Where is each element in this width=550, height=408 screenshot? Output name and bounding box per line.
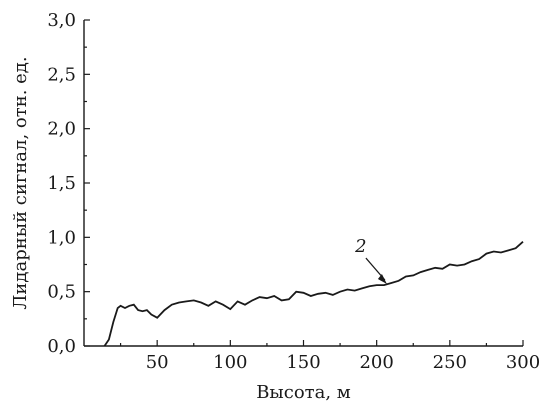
y-tick-label: 1,0: [47, 227, 76, 248]
annotations-group: 2: [354, 236, 387, 285]
x-tick-label: 250: [433, 352, 467, 373]
y-tick-label: 0,5: [47, 282, 76, 303]
x-tick-label: 200: [359, 352, 393, 373]
y-tick-label: 2,5: [47, 64, 76, 85]
y-axis-title: Лидарный сигнал, отн. ед.: [10, 56, 31, 309]
y-tick-label: 3,0: [47, 10, 76, 31]
x-tick-label: 50: [146, 352, 169, 373]
series-line-2: [103, 241, 524, 347]
y-tick-label: 2,0: [47, 119, 76, 140]
x-axis-title: Высота, м: [256, 382, 351, 403]
x-ticks-group: 50 100 150 200 250 300: [119, 340, 540, 373]
x-tick-label: 300: [506, 352, 540, 373]
series-label-2: 2: [354, 236, 366, 257]
annotation-arrowhead: [377, 274, 387, 285]
y-tick-label: 0,0: [47, 336, 76, 357]
x-tick-label: 100: [213, 352, 247, 373]
y-ticks-group: 0,0 0,5 1,0 1,5 2,0 2,5 3,0: [47, 10, 90, 357]
y-tick-label: 1,5: [47, 173, 76, 194]
x-tick-label: 150: [286, 352, 320, 373]
